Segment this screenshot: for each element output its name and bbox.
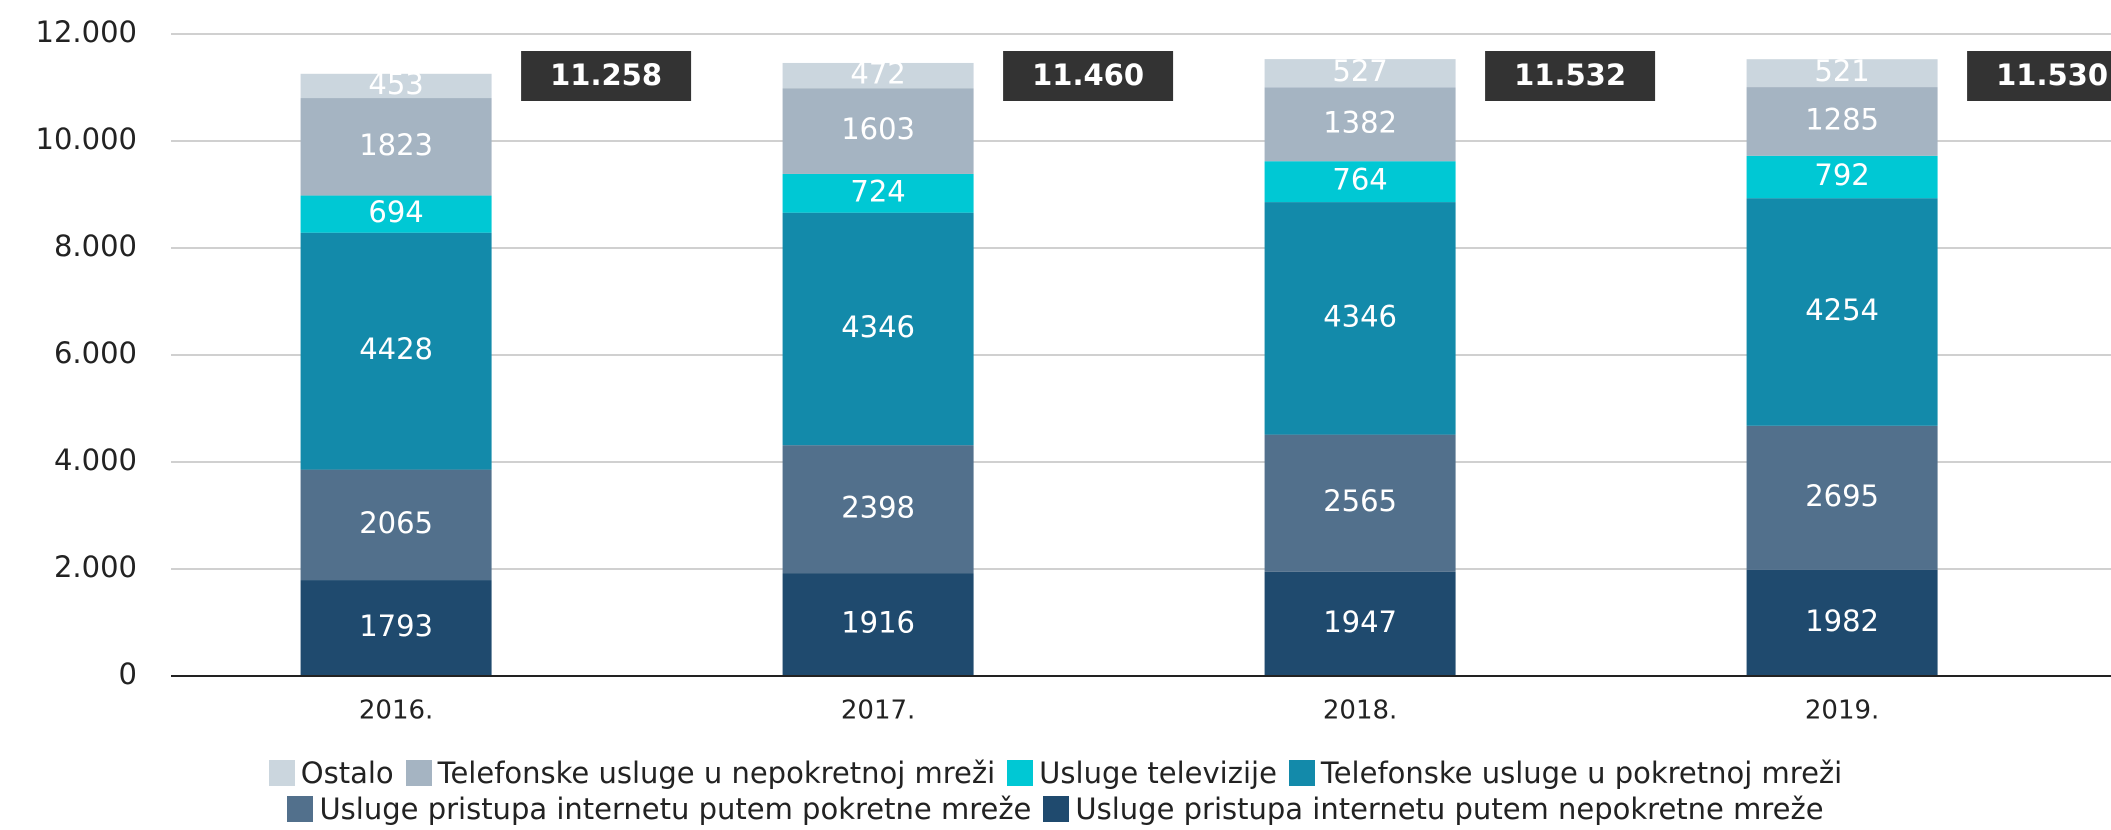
value-label: 764 bbox=[1332, 163, 1387, 197]
legend-item: Usluge pristupa internetu putem pokretne… bbox=[287, 791, 1031, 827]
bar-segment bbox=[1264, 87, 1456, 162]
bar-segment bbox=[782, 212, 974, 446]
x-tick-label: 2017. bbox=[841, 696, 915, 726]
x-tick-label: 2019. bbox=[1805, 696, 1879, 726]
bar-segment bbox=[300, 232, 492, 470]
value-label: 4254 bbox=[1805, 293, 1879, 327]
value-label: 1823 bbox=[359, 128, 433, 162]
legend-label: Usluge pristupa internetu putem pokretne… bbox=[319, 792, 1032, 826]
legend-label: Ostalo bbox=[300, 756, 394, 790]
bar-segment bbox=[782, 173, 974, 213]
total-label: 11.258 bbox=[550, 58, 662, 92]
y-tick-label: 12.000 bbox=[36, 15, 137, 49]
bar-segment bbox=[1264, 571, 1456, 676]
total-box bbox=[1003, 51, 1174, 101]
total-label: 11.460 bbox=[1032, 58, 1144, 92]
y-tick-label: 0 bbox=[119, 657, 137, 691]
value-label: 2398 bbox=[841, 490, 915, 524]
bar-segment bbox=[300, 98, 492, 196]
value-label: 4346 bbox=[841, 310, 915, 344]
value-label: 2695 bbox=[1805, 479, 1879, 513]
legend-swatch bbox=[268, 760, 295, 786]
legend-item: Telefonske usluge u nepokretnoj mreži bbox=[405, 755, 996, 791]
y-tick-label: 8.000 bbox=[54, 229, 137, 263]
y-tick-label: 10.000 bbox=[36, 122, 137, 156]
bar-segment bbox=[1746, 425, 1938, 570]
x-tick-label: 2018. bbox=[1323, 696, 1397, 726]
chart: 0 2.000 4.000 6.000 8.000 10.000 12.000 1793 206… bbox=[36, 15, 2111, 726]
bar-segment bbox=[1746, 155, 1938, 199]
value-label: 792 bbox=[1814, 158, 1869, 192]
legend-swatch bbox=[405, 760, 432, 786]
bar-segment bbox=[1746, 198, 1938, 426]
legend-label: Usluge televizije bbox=[1039, 756, 1277, 790]
bar-segment bbox=[1746, 569, 1938, 676]
legend-item: Usluge pristupa internetu putem nepokret… bbox=[1043, 791, 1824, 827]
bar-segment bbox=[1264, 59, 1456, 88]
value-label: 4428 bbox=[359, 332, 433, 366]
value-label: 472 bbox=[850, 57, 905, 91]
bar-segment bbox=[300, 469, 492, 581]
bar-segment bbox=[1264, 161, 1456, 203]
value-label: 1982 bbox=[1805, 604, 1879, 638]
value-label: 527 bbox=[1332, 54, 1387, 88]
value-label: 694 bbox=[368, 195, 423, 229]
x-tick-label: 2016. bbox=[359, 696, 433, 726]
bar-segment bbox=[300, 580, 492, 676]
value-label: 1916 bbox=[841, 606, 915, 640]
value-label: 2565 bbox=[1323, 484, 1397, 518]
total-box bbox=[1485, 51, 1656, 101]
value-label: 1285 bbox=[1805, 102, 1879, 136]
legend-label: Telefonske usluge u pokretnoj mreži bbox=[1320, 756, 1843, 790]
bar-segment bbox=[1746, 59, 1938, 88]
legend: Ostalo Telefonske usluge u nepokretnoj mr… bbox=[0, 755, 2111, 827]
y-tick-label: 6.000 bbox=[54, 336, 137, 370]
y-tick-label: 4.000 bbox=[54, 443, 137, 477]
total-box bbox=[521, 51, 692, 101]
legend-item: Telefonske usluge u pokretnoj mreži bbox=[1288, 755, 1843, 791]
value-label: 1603 bbox=[841, 112, 915, 146]
total-label: 11.530 bbox=[1996, 58, 2108, 92]
legend-item: Ostalo bbox=[268, 755, 394, 791]
value-label: 1947 bbox=[1323, 605, 1397, 639]
value-label: 1382 bbox=[1323, 105, 1397, 139]
value-label: 2065 bbox=[359, 506, 433, 540]
bar-segment bbox=[1264, 202, 1456, 435]
legend-swatch bbox=[287, 796, 314, 822]
legend-item: Usluge televizije bbox=[1007, 755, 1277, 791]
bar-segment bbox=[782, 573, 974, 676]
y-tick-label: 2.000 bbox=[54, 550, 137, 584]
bar-segment bbox=[782, 445, 974, 574]
value-label: 1793 bbox=[359, 609, 433, 643]
bar-segment bbox=[300, 195, 492, 233]
legend-swatch bbox=[1043, 796, 1070, 822]
bar-segment bbox=[782, 88, 974, 174]
value-label: 724 bbox=[850, 174, 905, 208]
bar-segment bbox=[782, 62, 974, 89]
bar-segment bbox=[1746, 87, 1938, 156]
legend-swatch bbox=[1288, 760, 1315, 786]
total-box bbox=[1967, 51, 2111, 101]
legend-label: Telefonske usluge u nepokretnoj mreži bbox=[437, 756, 996, 790]
bar-segment bbox=[300, 73, 492, 99]
value-label: 521 bbox=[1814, 54, 1869, 88]
legend-label: Usluge pristupa internetu putem nepokret… bbox=[1075, 792, 1824, 826]
legend-swatch bbox=[1007, 760, 1034, 786]
value-label: 4346 bbox=[1323, 299, 1397, 333]
value-label: 453 bbox=[368, 67, 423, 101]
total-label: 11.532 bbox=[1514, 58, 1626, 92]
bar-segment bbox=[1264, 434, 1456, 572]
